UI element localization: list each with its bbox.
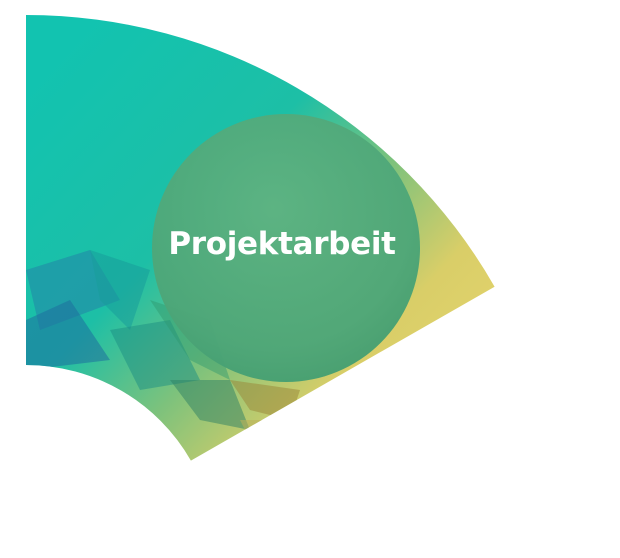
facet-green-2 <box>170 380 250 430</box>
facet-olive-2 <box>240 420 300 461</box>
center-label: Projektarbeit <box>168 226 396 262</box>
facet-yellow-2 <box>290 410 350 461</box>
facet-teal-1 <box>90 250 150 330</box>
facet-blue-2 <box>26 300 110 370</box>
center-circle <box>152 114 420 382</box>
facet-teal-2 <box>110 320 200 390</box>
facet-yellow-1 <box>260 460 330 461</box>
